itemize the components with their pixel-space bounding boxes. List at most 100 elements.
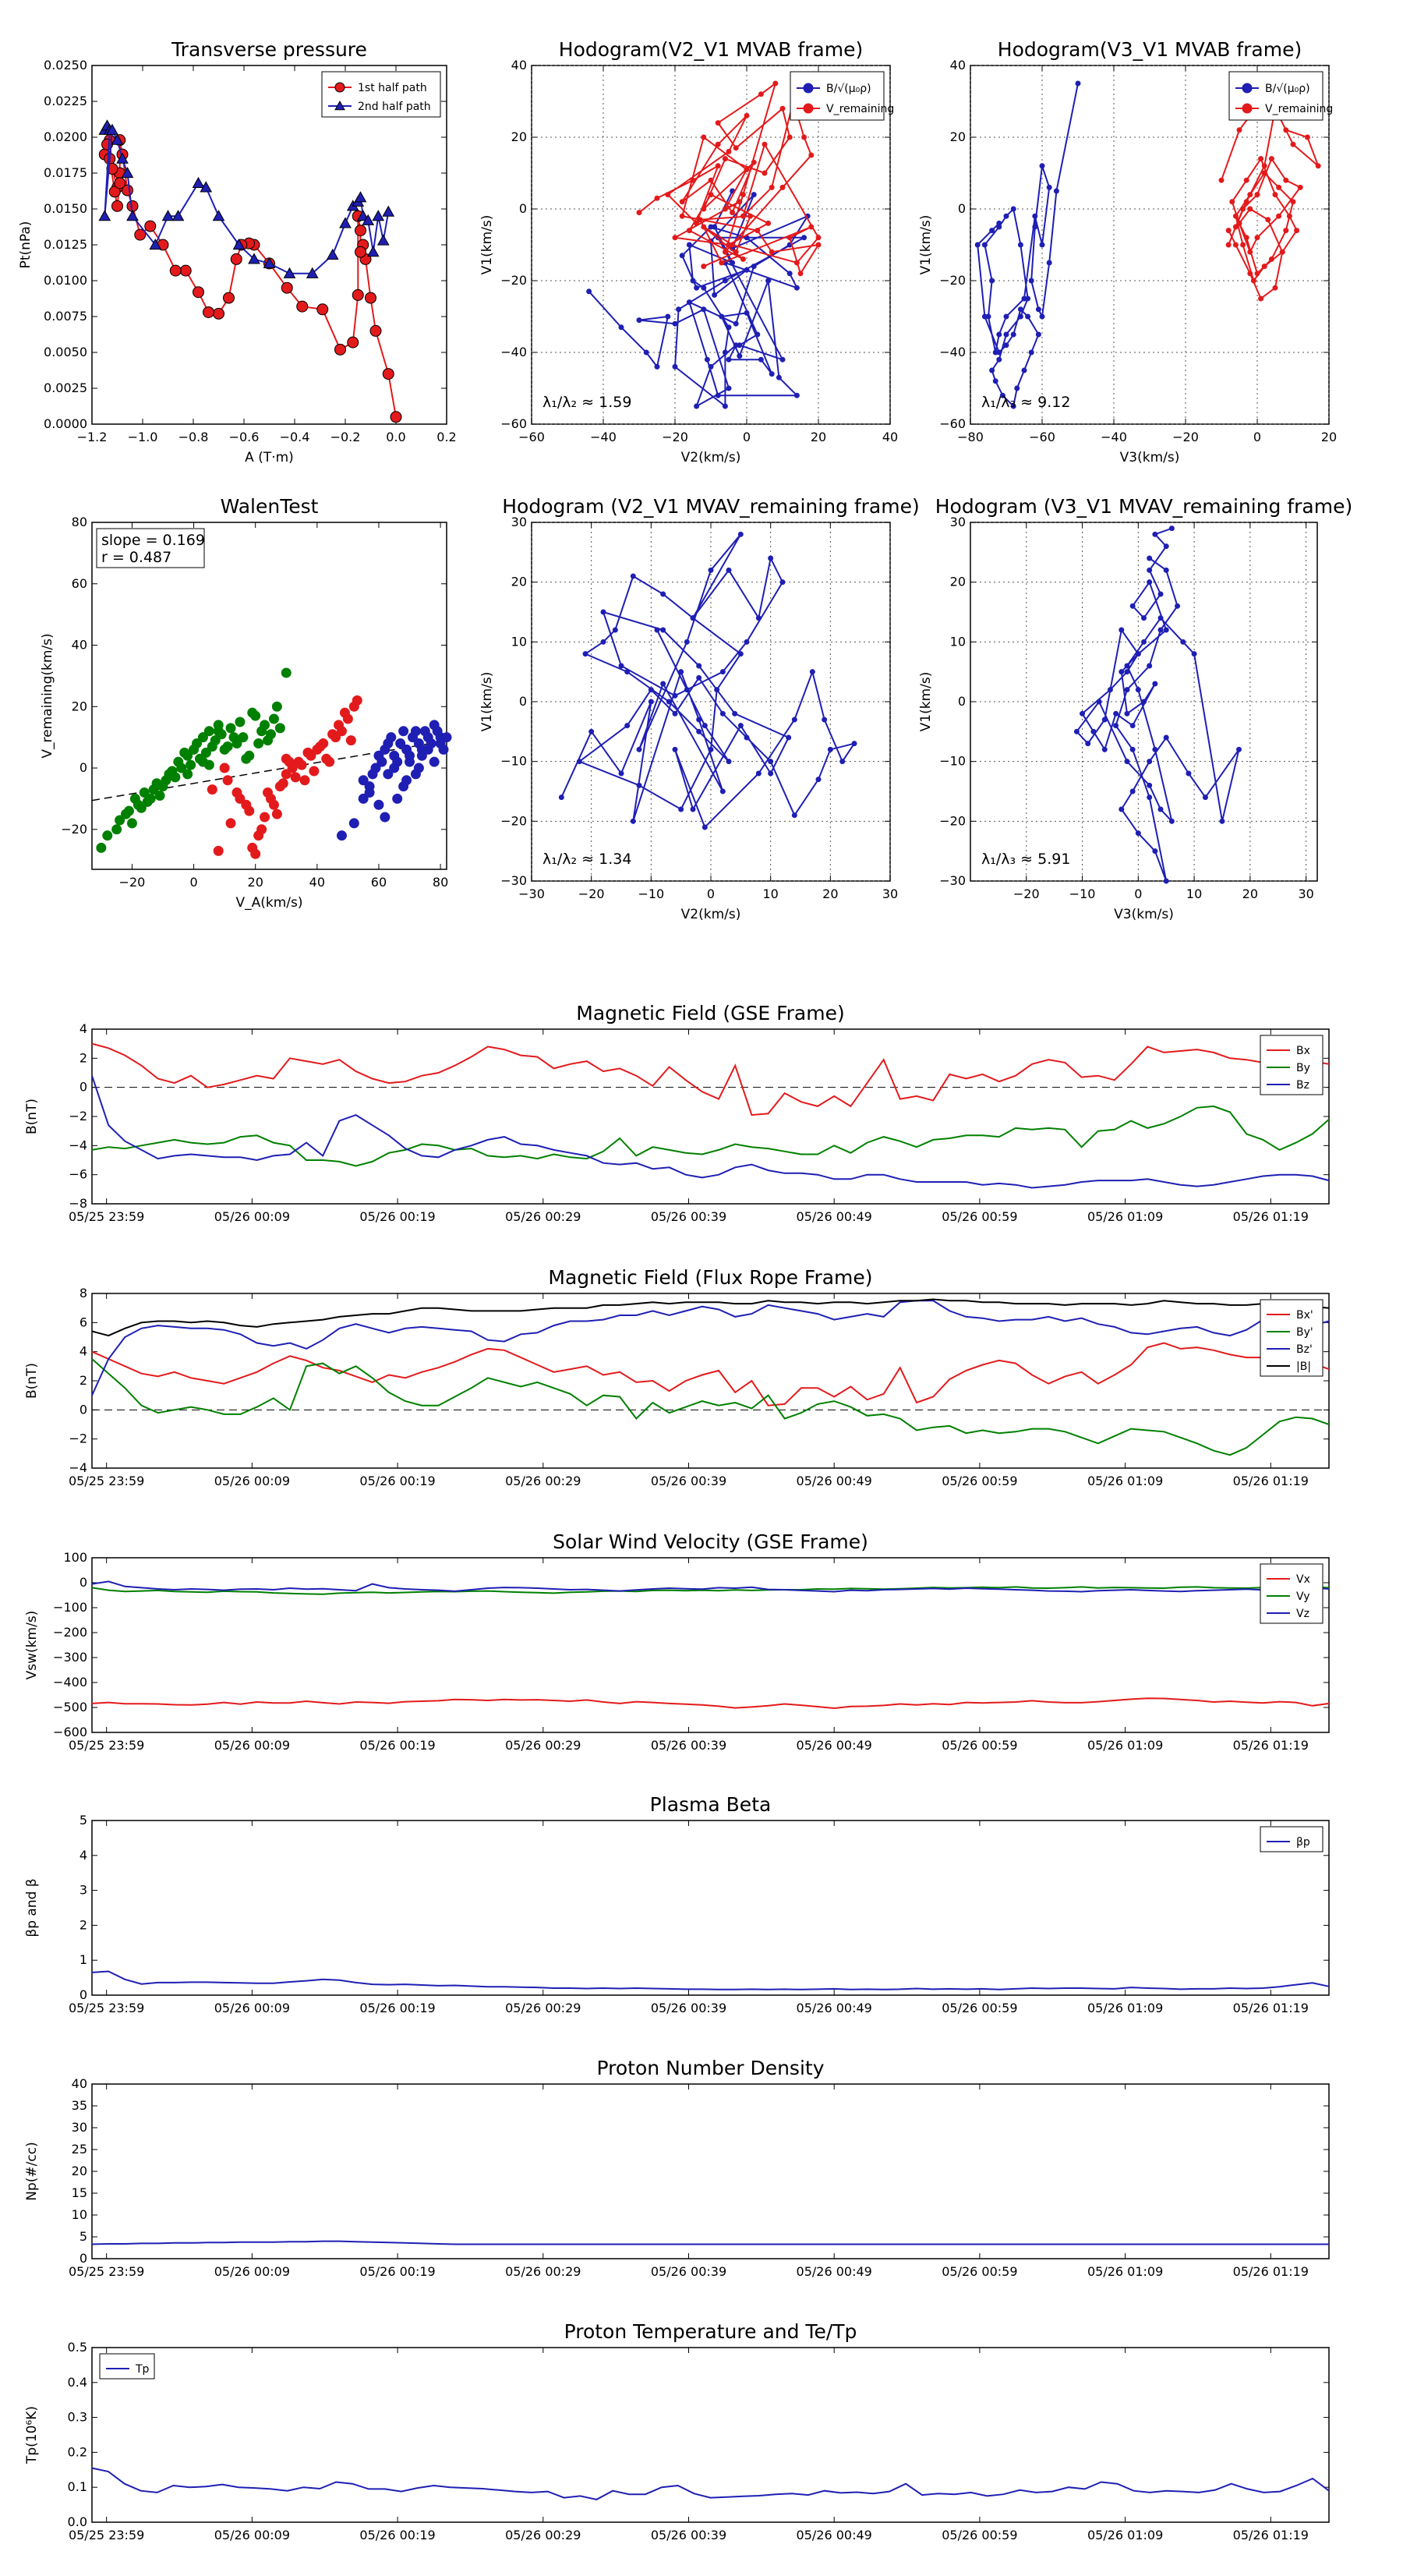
y-tick-label: 0.5 (68, 2340, 87, 2355)
chart-walen: WalenTest −20 0 20 40 60 80 −20 0 20 40 60 80 V_A(km/… (40, 495, 452, 911)
y-tick-label: −8 (69, 1196, 87, 1211)
data-point (1039, 163, 1045, 169)
y-ticks: −60 −40 −20 0 20 40 (939, 58, 1329, 431)
data-point (722, 403, 728, 409)
chart-title: Hodogram (V3_V1 MVAV_remaining frame) (935, 495, 1353, 518)
data-point (708, 192, 714, 198)
data-point (654, 195, 660, 201)
data-point (1003, 331, 1009, 338)
data-point (1129, 788, 1136, 794)
data-point (612, 627, 618, 633)
data-point (302, 747, 313, 758)
data-point (1021, 367, 1027, 373)
y-ticks: −60 −40 −20 0 20 40 (500, 58, 890, 431)
data-point (1229, 199, 1235, 205)
x-tick-label: 20 (248, 875, 263, 890)
data-point (751, 159, 757, 165)
data-point (737, 342, 743, 349)
data-point (779, 579, 786, 586)
data-point (822, 717, 828, 723)
legend-marker (803, 83, 814, 94)
data-point (672, 746, 678, 752)
data-point (701, 206, 707, 212)
data-point (712, 292, 718, 298)
data-point (268, 713, 279, 724)
series-line (91, 1042, 1330, 1116)
plot-frame (91, 1028, 1330, 1205)
data-point (726, 242, 732, 248)
data-point (1119, 806, 1125, 812)
data-point (1232, 224, 1239, 230)
x-tick-label: −60 (518, 430, 545, 444)
data-point (1225, 228, 1232, 234)
data-point (648, 699, 654, 705)
data-point (702, 824, 708, 830)
x-tick-label: −0.2 (330, 430, 361, 444)
data-point (213, 726, 224, 737)
data-point (1152, 531, 1158, 537)
data-point (737, 199, 743, 205)
y-tick-label: 0.0 (68, 2514, 87, 2529)
chart-title: Solar Wind Velocity (GSE Frame) (553, 1530, 868, 1553)
legend-marker (334, 100, 345, 111)
y-tick-label: 20 (950, 129, 966, 144)
data-point (222, 741, 233, 752)
data-point (672, 363, 678, 370)
x-ticks: −30 −20 −10 0 10 20 30 (518, 522, 898, 901)
data-point (376, 756, 387, 767)
chart-tp: Transverse pressure0.00000.00250.00500.0… (18, 38, 457, 465)
data-point (1243, 199, 1249, 205)
y-axis-label: V_remaining(km/s) (40, 633, 55, 758)
x-tick-label: 05/25 23:59 (69, 1738, 144, 1753)
data-point (1261, 163, 1267, 169)
data-point (144, 220, 157, 232)
data-point (1163, 627, 1169, 633)
data-point (762, 170, 768, 176)
data-point (1175, 603, 1181, 609)
data-point (142, 796, 153, 807)
data-point (672, 692, 678, 699)
data-point (719, 788, 726, 794)
x-tick-label: 05/26 00:09 (214, 2001, 290, 2015)
data-point (284, 756, 295, 767)
data-point (737, 651, 744, 657)
plot-frame (91, 522, 447, 870)
chart-hodo2: Hodogram(V3_V1 MVAB frame) −60 −40 −20 0 20 40… (918, 38, 1337, 465)
data-point (1261, 264, 1267, 270)
data-point (630, 818, 636, 824)
data-point (751, 192, 757, 198)
data-point (733, 320, 739, 327)
data-point (383, 769, 394, 780)
x-tick-label: 0 (1134, 886, 1142, 901)
chart-title: Transverse pressure (171, 38, 367, 61)
y-tick-label: −100 (53, 1600, 87, 1615)
chart-title: Hodogram (V2_V1 MVAV_remaining frame) (502, 495, 920, 518)
data-point (776, 374, 782, 380)
y-tick-label: 20 (511, 129, 527, 144)
chart-mag_gse: Magnetic Field (GSE Frame)−8−6−4−202405/… (24, 1002, 1330, 1224)
data-point (654, 363, 660, 370)
series-line (91, 1697, 1330, 1710)
data-point (306, 267, 319, 278)
data-point (690, 806, 696, 812)
x-tick-label: 05/26 01:19 (1233, 2001, 1309, 2015)
data-point (263, 257, 276, 269)
data-point (108, 186, 121, 198)
y-tick-label: 0.0025 (44, 380, 87, 395)
y-axis-label: βp and β (24, 1878, 40, 1937)
data-point (740, 192, 746, 198)
x-tick-label: −20 (1013, 886, 1040, 901)
x-tick-label: 80 (433, 875, 448, 890)
data-point (726, 324, 732, 331)
data-point (630, 573, 636, 579)
data-point (648, 687, 654, 693)
x-tick-label: 60 (371, 875, 387, 890)
x-axis-label: V2(km/s) (681, 907, 741, 922)
x-tick-label: 0 (189, 875, 197, 890)
y-tick-label: 0.0250 (44, 58, 87, 73)
legend-label: By (1296, 1062, 1310, 1074)
data-point (660, 591, 666, 597)
data-point (793, 285, 800, 291)
data-point (765, 278, 772, 284)
data-point (672, 235, 678, 241)
